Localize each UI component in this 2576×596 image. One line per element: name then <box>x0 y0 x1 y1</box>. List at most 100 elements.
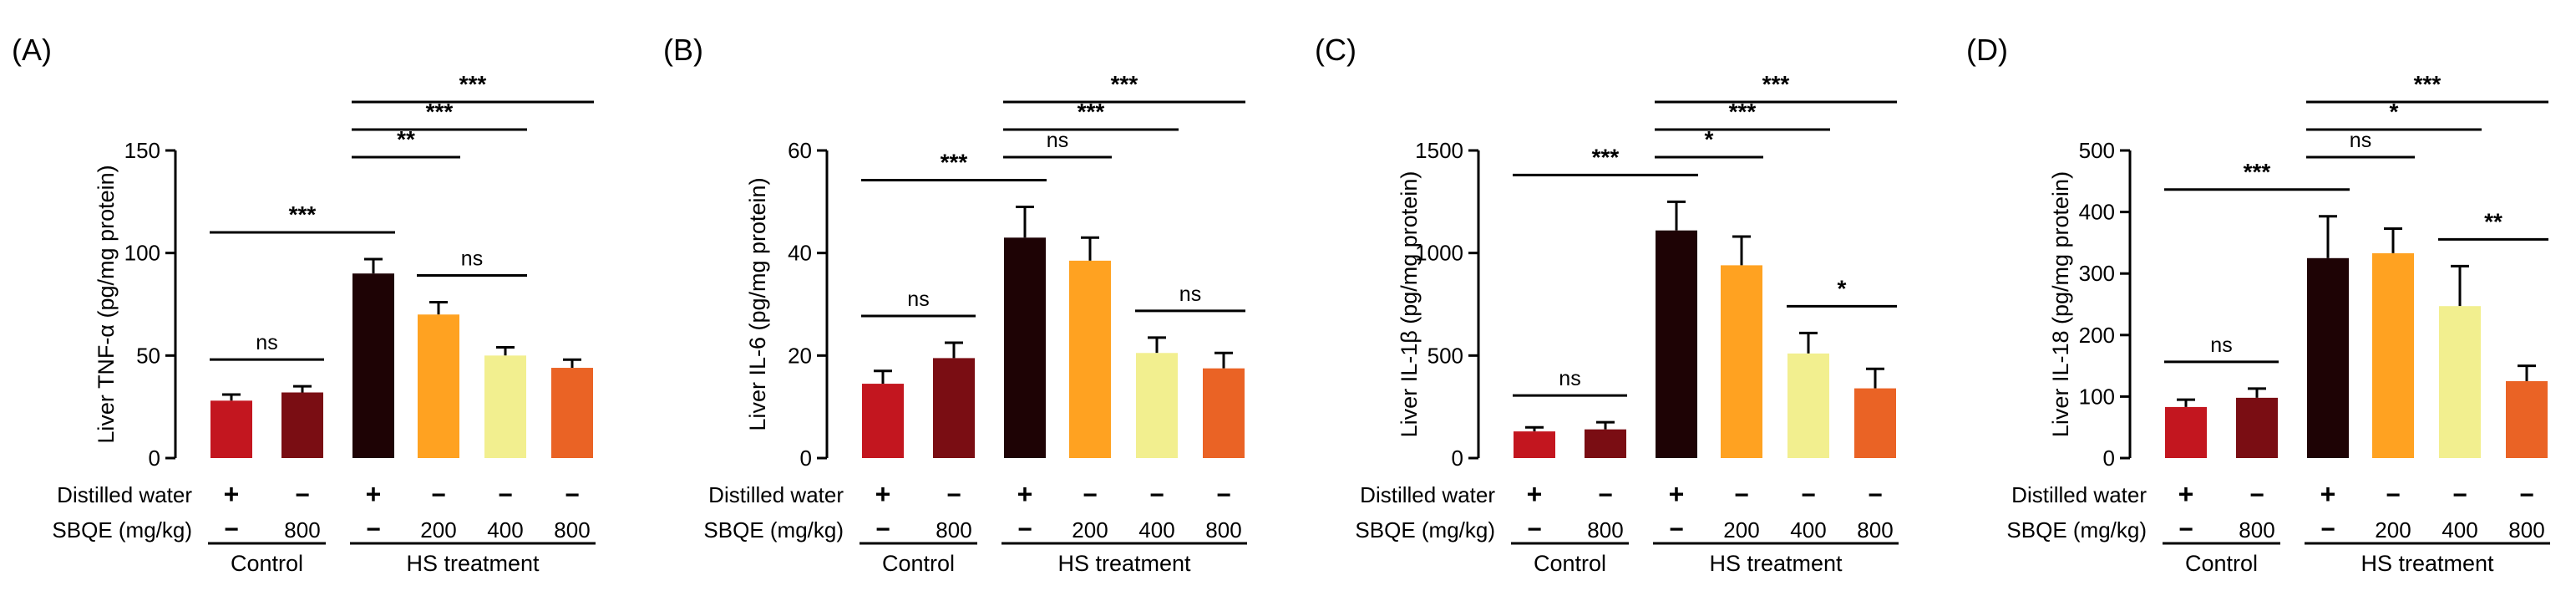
panel-3: (D) Liver IL-18 (pg/mg protein) 0 100 200 300… <box>1966 33 2550 576</box>
significance-label: *** <box>459 71 487 97</box>
y-tick-label: 100 <box>2079 384 2115 409</box>
group-label: Control <box>882 551 955 576</box>
panel-label: (C) <box>1315 33 1356 67</box>
bar-1 <box>281 392 323 458</box>
dose-mark: 800 <box>554 517 590 543</box>
bar-2 <box>1004 237 1046 458</box>
y-axis-label: Liver IL-18 (pg/mg protein) <box>2048 171 2073 437</box>
dose-mark: 400 <box>2442 517 2477 543</box>
panel-label: (B) <box>663 33 703 67</box>
y-tick-label: 60 <box>788 138 812 163</box>
significance-label: ** <box>397 126 415 152</box>
water-mark: − <box>498 481 513 509</box>
water-mark: + <box>224 479 240 509</box>
y-tick-label: 0 <box>1452 446 1463 471</box>
y-tick-label: 0 <box>2103 446 2115 471</box>
bar-5 <box>2506 381 2548 458</box>
water-mark: − <box>1734 481 1749 509</box>
panel-label: (A) <box>12 33 52 67</box>
bar-3 <box>1069 260 1111 458</box>
bar-1 <box>2236 397 2278 458</box>
dose-mark: − <box>2178 516 2193 543</box>
water-mark: + <box>1669 479 1685 509</box>
water-mark: + <box>1527 479 1543 509</box>
dose-mark: 400 <box>487 517 523 543</box>
dose-mark: − <box>366 516 381 543</box>
significance-label: ns <box>461 247 483 271</box>
y-axis-label: Liver IL-6 (pg/mg protein) <box>745 177 770 430</box>
water-mark: − <box>295 481 310 509</box>
dose-mark: − <box>875 516 890 543</box>
bar-5 <box>1854 388 1896 458</box>
significance-label: *** <box>1592 144 1620 170</box>
dose-mark: 800 <box>1857 517 1893 543</box>
dose-mark: 400 <box>1790 517 1826 543</box>
y-tick-label: 40 <box>788 241 812 266</box>
bar-2 <box>2307 257 2349 458</box>
water-mark: − <box>1801 481 1816 509</box>
row-label-dose: SBQE (mg/kg) <box>52 517 192 543</box>
y-tick-label: 500 <box>1427 343 1463 368</box>
dose-mark: 200 <box>2375 517 2411 543</box>
water-mark: + <box>366 479 382 509</box>
y-tick-label: 1000 <box>1415 241 1463 266</box>
dose-mark: 800 <box>284 517 320 543</box>
y-axis-label: Liver TNF-α (pg/mg protein) <box>94 165 119 443</box>
y-tick-label: 300 <box>2079 261 2115 286</box>
group-label: HS treatment <box>1057 551 1191 576</box>
panel-0: (A) Liver TNF-α (pg/mg protein) 0 50 100 150 n… <box>12 33 596 576</box>
dose-mark: − <box>1527 516 1542 543</box>
bar-5 <box>551 368 593 458</box>
y-tick-label: 0 <box>800 446 812 471</box>
water-mark: − <box>2249 481 2264 509</box>
row-label-water: Distilled water <box>1360 482 1495 507</box>
water-mark: − <box>2452 481 2467 509</box>
bar-0 <box>862 384 904 458</box>
row-label-dose: SBQE (mg/kg) <box>703 517 844 543</box>
water-mark: − <box>1083 481 1098 509</box>
dose-mark: 800 <box>1587 517 1623 543</box>
group-label: HS treatment <box>1709 551 1843 576</box>
water-mark: − <box>431 481 446 509</box>
group-label: Control <box>231 551 303 576</box>
bar-0 <box>1514 431 1555 458</box>
water-mark: − <box>2386 481 2401 509</box>
significance-label: ns <box>2350 129 2371 152</box>
water-mark: + <box>875 479 891 509</box>
y-tick-label: 20 <box>788 343 812 368</box>
y-tick-label: 1500 <box>1415 138 1463 163</box>
group-label: HS treatment <box>2360 551 2494 576</box>
significance-label: ns <box>1047 129 1068 152</box>
significance-label: ns <box>907 288 929 311</box>
bar-4 <box>1787 353 1829 458</box>
significance-label: * <box>2390 99 2399 125</box>
y-tick-label: 50 <box>136 343 160 368</box>
dose-mark: 800 <box>2508 517 2544 543</box>
water-mark: − <box>1149 481 1164 509</box>
water-mark: + <box>2320 479 2336 509</box>
y-tick-label: 0 <box>149 446 160 471</box>
significance-label: ns <box>2210 334 2232 357</box>
bar-5 <box>1203 368 1245 458</box>
y-tick-label: 100 <box>124 241 160 266</box>
bar-3 <box>1721 265 1762 458</box>
significance-label: ** <box>2484 208 2502 234</box>
bar-4 <box>2439 306 2481 458</box>
bar-3 <box>2372 252 2414 458</box>
water-mark: − <box>2519 481 2534 509</box>
water-mark: − <box>946 481 961 509</box>
y-tick-label: 500 <box>2079 138 2115 163</box>
significance-label: * <box>1838 275 1847 301</box>
bar-2 <box>352 273 394 458</box>
bar-3 <box>418 314 459 458</box>
water-mark: − <box>1598 481 1613 509</box>
bar-1 <box>933 358 975 458</box>
significance-label: ns <box>256 331 277 354</box>
row-label-dose: SBQE (mg/kg) <box>2006 517 2147 543</box>
y-tick-label: 400 <box>2079 200 2115 225</box>
significance-label: *** <box>1762 71 1790 97</box>
significance-label: *** <box>941 149 968 175</box>
dose-mark: 800 <box>1205 517 1241 543</box>
water-mark: − <box>1868 481 1883 509</box>
